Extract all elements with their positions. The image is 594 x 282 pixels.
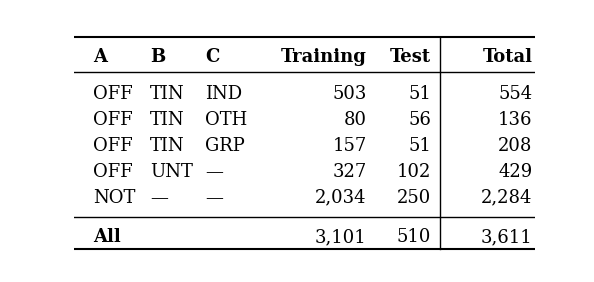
Text: IND: IND — [206, 85, 242, 103]
Text: NOT: NOT — [93, 189, 135, 207]
Text: OFF: OFF — [93, 163, 132, 181]
Text: 157: 157 — [332, 137, 366, 155]
Text: Training: Training — [281, 48, 366, 66]
Text: —: — — [150, 189, 168, 207]
Text: 51: 51 — [408, 85, 431, 103]
Text: GRP: GRP — [206, 137, 245, 155]
Text: OFF: OFF — [93, 85, 132, 103]
Text: 503: 503 — [332, 85, 366, 103]
Text: 3,611: 3,611 — [481, 228, 532, 246]
Text: A: A — [93, 48, 107, 66]
Text: OTH: OTH — [206, 111, 248, 129]
Text: 102: 102 — [397, 163, 431, 181]
Text: 51: 51 — [408, 137, 431, 155]
Text: —: — — [206, 189, 223, 207]
Text: 510: 510 — [397, 228, 431, 246]
Text: TIN: TIN — [150, 137, 185, 155]
Text: All: All — [93, 228, 121, 246]
Text: OFF: OFF — [93, 137, 132, 155]
Text: OFF: OFF — [93, 111, 132, 129]
Text: 3,101: 3,101 — [315, 228, 366, 246]
Text: TIN: TIN — [150, 111, 185, 129]
Text: 208: 208 — [498, 137, 532, 155]
Text: 80: 80 — [343, 111, 366, 129]
Text: TIN: TIN — [150, 85, 185, 103]
Text: Total: Total — [482, 48, 532, 66]
Text: 136: 136 — [498, 111, 532, 129]
Text: C: C — [206, 48, 220, 66]
Text: 429: 429 — [498, 163, 532, 181]
Text: Test: Test — [390, 48, 431, 66]
Text: 554: 554 — [498, 85, 532, 103]
Text: B: B — [150, 48, 166, 66]
Text: 2,284: 2,284 — [481, 189, 532, 207]
Text: 56: 56 — [408, 111, 431, 129]
Text: UNT: UNT — [150, 163, 193, 181]
Text: 2,034: 2,034 — [315, 189, 366, 207]
Text: 250: 250 — [397, 189, 431, 207]
Text: 327: 327 — [332, 163, 366, 181]
Text: —: — — [206, 163, 223, 181]
